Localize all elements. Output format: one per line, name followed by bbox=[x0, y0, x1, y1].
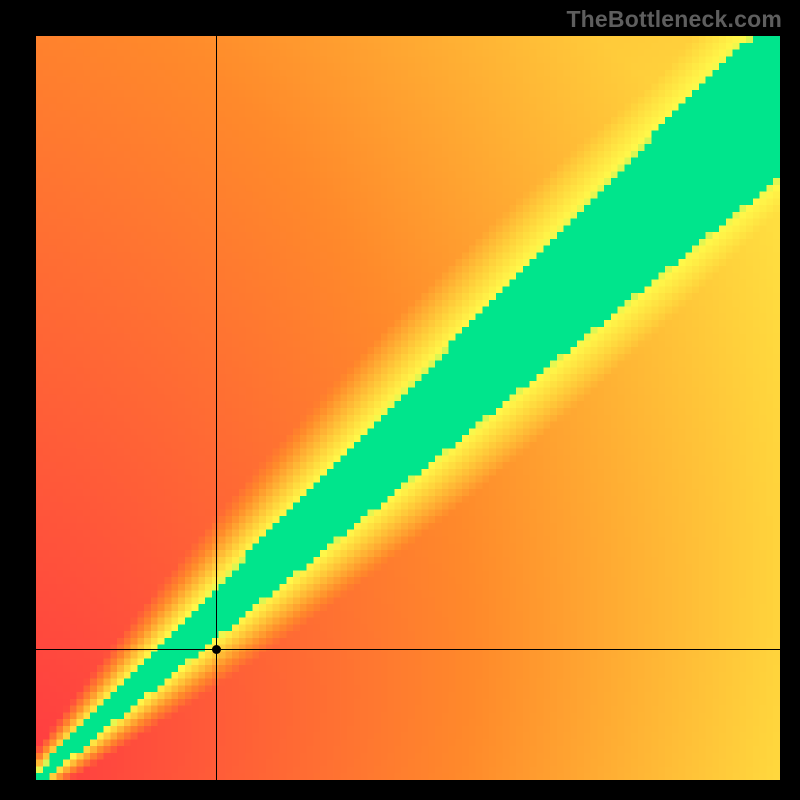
watermark-text: TheBottleneck.com bbox=[566, 6, 782, 33]
chart-container: TheBottleneck.com bbox=[0, 0, 800, 800]
bottleneck-heatmap bbox=[36, 36, 780, 780]
crosshair-horizontal bbox=[36, 649, 780, 650]
crosshair-vertical bbox=[216, 36, 217, 780]
data-point-marker bbox=[212, 645, 221, 654]
